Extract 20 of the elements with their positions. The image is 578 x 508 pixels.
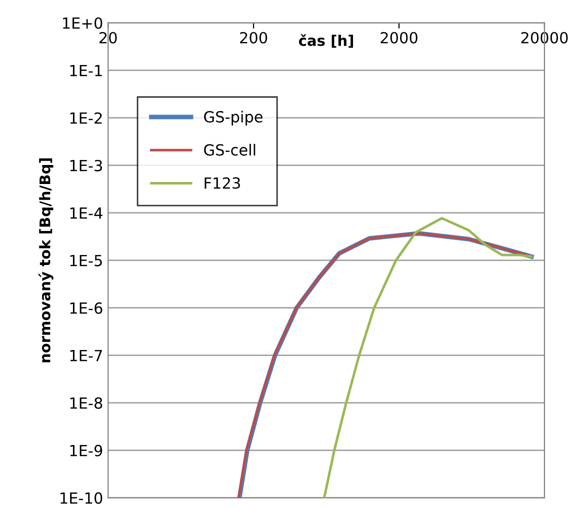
y-axis-title: normovaný tok [Bq/h/Bq] xyxy=(38,158,54,362)
y-tick-label: 1E+0 xyxy=(63,17,102,29)
y-tick-label: 1E-9 xyxy=(70,444,102,456)
y-tick-label: 1E-4 xyxy=(70,208,102,219)
x-tick-label: 2000 xyxy=(380,32,418,44)
y-tick-label: 1E-2 xyxy=(70,112,102,124)
y-tick-label: 1E-7 xyxy=(70,350,102,362)
y-tick-label: 1E-6 xyxy=(70,302,102,314)
x-tick-label: 200 xyxy=(240,32,268,44)
legend-label: GS-cell xyxy=(204,144,256,156)
y-tick-label: 1E-3 xyxy=(70,160,102,172)
x-tick-label: 20 xyxy=(99,32,117,44)
y-tick-label: 1E-8 xyxy=(70,397,102,409)
legend-label: F123 xyxy=(204,177,240,189)
legend-label: GS-pipe xyxy=(204,110,263,126)
y-tick-label: 1E-1 xyxy=(70,65,102,76)
y-tick-label: 1E-10 xyxy=(60,492,102,504)
y-tick-label: 1E-5 xyxy=(70,255,102,266)
x-tick-label: 20000 xyxy=(521,32,568,44)
x-axis-title: čas [h] xyxy=(298,34,354,48)
